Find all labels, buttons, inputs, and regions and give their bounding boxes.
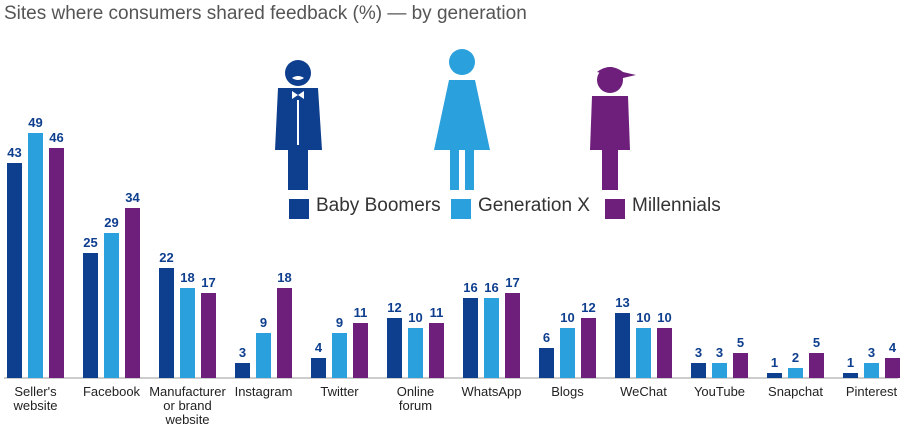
category-label-seller-s-website: Seller's website bbox=[12, 384, 57, 413]
bar-generation-x-blogs bbox=[560, 328, 575, 378]
bar-generation-x-manufacturer-or-brand-website bbox=[180, 288, 195, 378]
bar-baby-boomers-pinterest bbox=[843, 373, 858, 378]
value-label-generation-x-twitter: 9 bbox=[336, 315, 343, 330]
category-label-blogs: Blogs bbox=[551, 384, 584, 399]
value-label-millennials-online-forum: 11 bbox=[430, 305, 444, 320]
bar-millennials-snapchat bbox=[809, 353, 824, 378]
bar-baby-boomers-snapchat bbox=[767, 373, 782, 378]
bar-generation-x-youtube bbox=[712, 363, 727, 378]
value-label-generation-x-pinterest: 3 bbox=[868, 345, 875, 360]
value-label-baby-boomers-youtube: 3 bbox=[695, 345, 702, 360]
value-label-millennials-wechat: 10 bbox=[657, 310, 671, 325]
bar-generation-x-wechat bbox=[636, 328, 651, 378]
bar-millennials-pinterest bbox=[885, 358, 900, 378]
value-label-baby-boomers-seller-s-website: 43 bbox=[7, 145, 21, 160]
bar-generation-x-seller-s-website bbox=[28, 133, 43, 378]
legend-swatch-generation-x bbox=[451, 199, 471, 219]
value-label-millennials-instagram: 18 bbox=[277, 270, 291, 285]
bar-generation-x-twitter bbox=[332, 333, 347, 378]
bar-generation-x-pinterest bbox=[864, 363, 879, 378]
category-label-instagram: Instagram bbox=[235, 384, 293, 399]
value-label-generation-x-manufacturer-or-brand-website: 18 bbox=[180, 270, 194, 285]
value-label-baby-boomers-pinterest: 1 bbox=[847, 355, 854, 370]
value-label-millennials-blogs: 12 bbox=[581, 300, 595, 315]
category-label-youtube: YouTube bbox=[694, 384, 745, 399]
value-label-millennials-facebook: 34 bbox=[125, 190, 140, 205]
bar-millennials-whatsapp bbox=[505, 293, 520, 378]
man-in-bowtie-mustache-icon bbox=[275, 60, 322, 190]
category-label-twitter: Twitter bbox=[320, 384, 359, 399]
category-label-facebook: Facebook bbox=[83, 384, 141, 399]
value-label-baby-boomers-whatsapp: 16 bbox=[463, 280, 477, 295]
legend-label-generation-x: Generation X bbox=[478, 195, 590, 216]
bar-millennials-youtube bbox=[733, 353, 748, 378]
bar-millennials-instagram bbox=[277, 288, 292, 378]
value-label-millennials-twitter: 11 bbox=[354, 305, 368, 320]
legend-swatch-millennials bbox=[605, 199, 625, 219]
value-label-millennials-pinterest: 4 bbox=[889, 340, 897, 355]
legend-label-baby-boomers: Baby Boomers bbox=[316, 195, 441, 216]
value-label-generation-x-seller-s-website: 49 bbox=[28, 115, 42, 130]
value-label-generation-x-whatsapp: 16 bbox=[484, 280, 498, 295]
category-label-snapchat: Snapchat bbox=[768, 384, 823, 399]
legend-swatch-baby-boomers bbox=[289, 199, 309, 219]
bar-baby-boomers-wechat bbox=[615, 313, 630, 378]
value-label-generation-x-online-forum: 10 bbox=[408, 310, 422, 325]
value-label-millennials-whatsapp: 17 bbox=[505, 275, 519, 290]
value-label-baby-boomers-snapchat: 1 bbox=[771, 355, 778, 370]
chart-title: Sites where consumers shared feedback (%… bbox=[4, 3, 527, 24]
bar-millennials-facebook bbox=[125, 208, 140, 378]
value-label-generation-x-facebook: 29 bbox=[104, 215, 118, 230]
category-label-manufacturer-or-brand-website: Manufacturer or brand website bbox=[149, 384, 226, 427]
value-label-baby-boomers-online-forum: 12 bbox=[387, 300, 401, 315]
bar-millennials-online-forum bbox=[429, 323, 444, 378]
category-label-whatsapp: WhatsApp bbox=[462, 384, 522, 399]
bar-millennials-blogs bbox=[581, 318, 596, 378]
value-label-millennials-snapchat: 5 bbox=[813, 335, 820, 350]
value-label-baby-boomers-wechat: 13 bbox=[615, 295, 629, 310]
legend-label-millennials: Millennials bbox=[632, 195, 721, 216]
value-label-baby-boomers-facebook: 25 bbox=[83, 235, 97, 250]
category-label-wechat: WeChat bbox=[620, 384, 667, 399]
value-label-millennials-manufacturer-or-brand-website: 17 bbox=[201, 275, 215, 290]
bar-generation-x-whatsapp bbox=[484, 298, 499, 378]
value-label-generation-x-snapchat: 2 bbox=[792, 350, 799, 365]
woman-in-dress-icon bbox=[434, 49, 490, 190]
bar-baby-boomers-manufacturer-or-brand-website bbox=[159, 268, 174, 378]
value-label-generation-x-blogs: 10 bbox=[560, 310, 574, 325]
bar-millennials-seller-s-website bbox=[49, 148, 64, 378]
bar-generation-x-instagram bbox=[256, 333, 271, 378]
bar-generation-x-facebook bbox=[104, 233, 119, 378]
bar-millennials-manufacturer-or-brand-website bbox=[201, 293, 216, 378]
bar-baby-boomers-twitter bbox=[311, 358, 326, 378]
bar-millennials-wechat bbox=[657, 328, 672, 378]
category-label-online-forum: Online forum bbox=[397, 384, 435, 413]
bar-baby-boomers-youtube bbox=[691, 363, 706, 378]
bar-baby-boomers-whatsapp bbox=[463, 298, 478, 378]
value-label-generation-x-wechat: 10 bbox=[636, 310, 650, 325]
bar-baby-boomers-facebook bbox=[83, 253, 98, 378]
person-in-cap-icon bbox=[590, 67, 636, 190]
value-label-baby-boomers-instagram: 3 bbox=[239, 345, 246, 360]
bar-baby-boomers-seller-s-website bbox=[7, 163, 22, 378]
value-label-baby-boomers-twitter: 4 bbox=[315, 340, 323, 355]
value-label-baby-boomers-manufacturer-or-brand-website: 22 bbox=[159, 250, 173, 265]
value-label-millennials-youtube: 5 bbox=[737, 335, 744, 350]
bar-baby-boomers-blogs bbox=[539, 348, 554, 378]
value-label-generation-x-youtube: 3 bbox=[716, 345, 723, 360]
bar-millennials-twitter bbox=[353, 323, 368, 378]
value-label-generation-x-instagram: 9 bbox=[260, 315, 267, 330]
value-label-baby-boomers-blogs: 6 bbox=[543, 330, 550, 345]
bar-generation-x-online-forum bbox=[408, 328, 423, 378]
category-label-pinterest: Pinterest bbox=[846, 384, 898, 399]
value-label-millennials-seller-s-website: 46 bbox=[49, 130, 63, 145]
bar-baby-boomers-instagram bbox=[235, 363, 250, 378]
bar-generation-x-snapchat bbox=[788, 368, 803, 378]
bar-baby-boomers-online-forum bbox=[387, 318, 402, 378]
